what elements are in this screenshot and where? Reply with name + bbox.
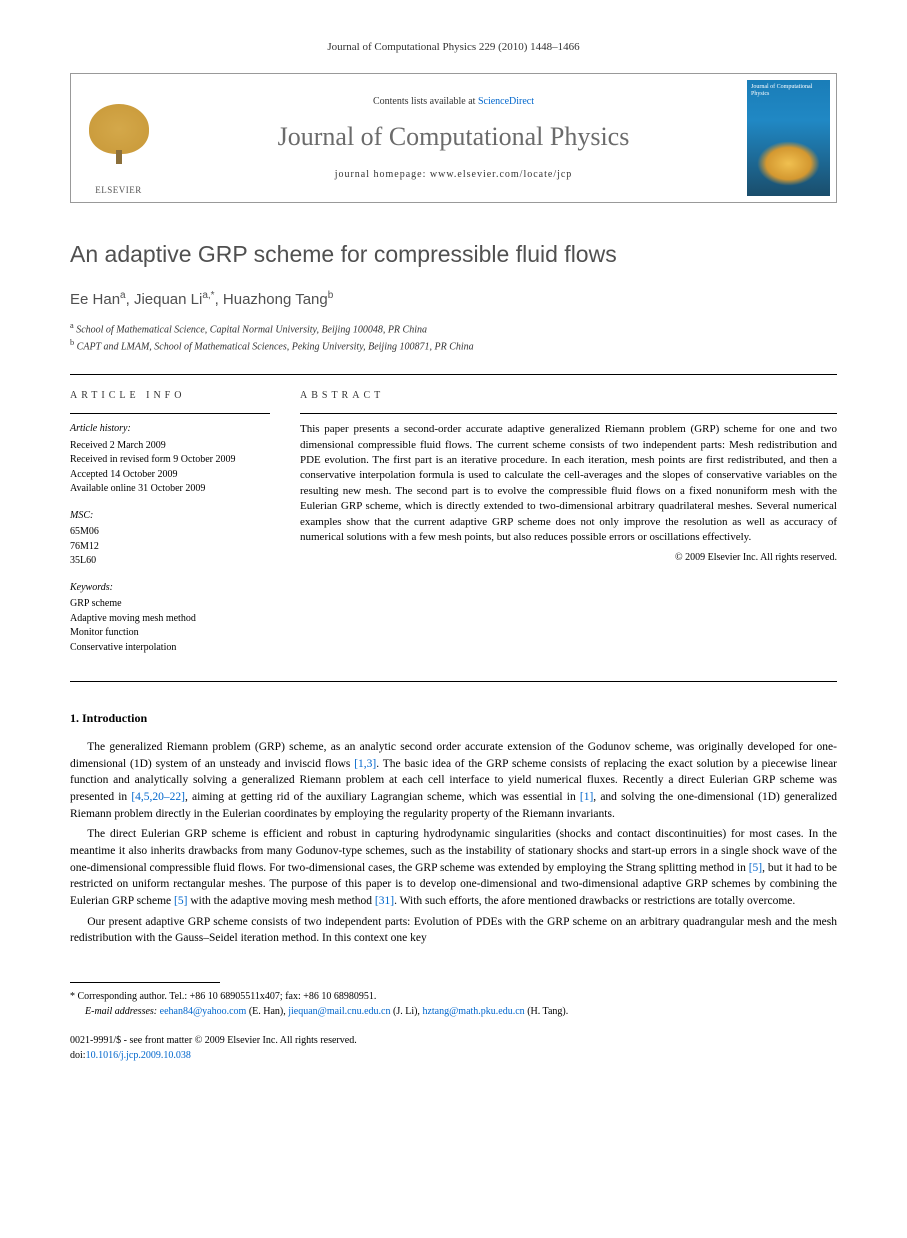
- header-citation: Journal of Computational Physics 229 (20…: [70, 40, 837, 55]
- contents-available-line: Contents lists available at ScienceDirec…: [373, 95, 534, 109]
- msc-code: 76M12: [70, 540, 270, 555]
- p2-a: The direct Eulerian GRP scheme is effici…: [70, 828, 837, 873]
- authors-line: Ee Hana, Jiequan Lia,*, Huazhong Tangb: [70, 289, 837, 310]
- ref-link-1[interactable]: [1]: [580, 791, 593, 803]
- history-label: Article history:: [70, 422, 270, 437]
- corresponding-author: * Corresponding author. Tel.: +86 10 689…: [70, 989, 837, 1004]
- email-who: (J. Li),: [390, 1006, 419, 1017]
- info-divider-1: [70, 413, 270, 414]
- keyword: Conservative interpolation: [70, 641, 270, 656]
- issn-copyright: 0021-9991/$ - see front matter © 2009 El…: [70, 1033, 837, 1048]
- cover-title: Journal of Computational Physics: [747, 80, 830, 101]
- banner-center: Contents lists available at ScienceDirec…: [166, 74, 741, 202]
- ref-link-4-22[interactable]: [4,5,20–22]: [131, 791, 185, 803]
- divider-bottom: [70, 681, 837, 682]
- email-link[interactable]: hztang@math.pku.edu.cn: [420, 1006, 525, 1017]
- abstract-divider: [300, 413, 837, 414]
- history-line: Available online 31 October 2009: [70, 482, 270, 497]
- intro-para-1: The generalized Riemann problem (GRP) sc…: [70, 739, 837, 822]
- keywords-block: Keywords: GRP schemeAdaptive moving mesh…: [70, 581, 270, 656]
- keywords-label: Keywords:: [70, 581, 270, 596]
- homepage-line: journal homepage: www.elsevier.com/locat…: [335, 168, 573, 182]
- article-title: An adaptive GRP scheme for compressible …: [70, 238, 837, 270]
- affiliation-line: a School of Mathematical Science, Capita…: [70, 320, 837, 337]
- p1-c: , aiming at getting rid of the auxiliary…: [185, 791, 580, 803]
- email-who: (H. Tang).: [525, 1006, 569, 1017]
- email-link[interactable]: eehan84@yahoo.com: [160, 1006, 247, 1017]
- footnote-divider: [70, 982, 220, 983]
- email-link[interactable]: jiequan@mail.cnu.edu.cn: [286, 1006, 391, 1017]
- abstract-heading: ABSTRACT: [300, 389, 837, 403]
- info-abstract-row: ARTICLE INFO Article history: Received 2…: [70, 375, 837, 681]
- msc-code: 35L60: [70, 554, 270, 569]
- email-label: E-mail addresses:: [70, 1006, 157, 1017]
- history-line: Received 2 March 2009: [70, 439, 270, 454]
- msc-block: MSC: 65M0676M1235L60: [70, 509, 270, 569]
- msc-code: 65M06: [70, 525, 270, 540]
- abstract-column: ABSTRACT This paper presents a second-or…: [300, 389, 837, 667]
- ref-link-1-3[interactable]: [1,3]: [354, 758, 376, 770]
- abstract-copyright: © 2009 Elsevier Inc. All rights reserved…: [300, 551, 837, 565]
- bottom-meta: 0021-9991/$ - see front matter © 2009 El…: [70, 1033, 837, 1063]
- abstract-text: This paper presents a second-order accur…: [300, 422, 837, 545]
- email-who: (E. Han),: [246, 1006, 285, 1017]
- journal-cover-thumb: Journal of Computational Physics: [741, 74, 836, 202]
- article-info-column: ARTICLE INFO Article history: Received 2…: [70, 389, 270, 667]
- ref-link-5a[interactable]: [5]: [749, 862, 762, 874]
- p2-d: . With such efforts, the afore mentioned…: [394, 895, 795, 907]
- keyword: Monitor function: [70, 626, 270, 641]
- publisher-logo-area: ELSEVIER: [71, 74, 166, 202]
- history-line: Received in revised form 9 October 2009: [70, 453, 270, 468]
- article-info-heading: ARTICLE INFO: [70, 389, 270, 403]
- journal-banner: ELSEVIER Contents lists available at Sci…: [70, 73, 837, 203]
- msc-label: MSC:: [70, 509, 270, 524]
- ref-link-31[interactable]: [31]: [375, 895, 394, 907]
- intro-para-2: The direct Eulerian GRP scheme is effici…: [70, 826, 837, 909]
- publisher-name: ELSEVIER: [95, 184, 142, 197]
- elsevier-tree-icon: [84, 104, 154, 174]
- keyword: GRP scheme: [70, 597, 270, 612]
- doi-link[interactable]: 10.1016/j.jcp.2009.10.038: [86, 1050, 191, 1061]
- ref-link-5b[interactable]: [5]: [174, 895, 187, 907]
- keyword: Adaptive moving mesh method: [70, 612, 270, 627]
- intro-para-3: Our present adaptive GRP scheme consists…: [70, 914, 837, 947]
- history-line: Accepted 14 October 2009: [70, 468, 270, 483]
- contents-prefix: Contents lists available at: [373, 96, 478, 107]
- homepage-prefix: journal homepage:: [335, 169, 430, 180]
- doi-label: doi:: [70, 1050, 86, 1061]
- affiliation-line: b CAPT and LMAM, School of Mathematical …: [70, 337, 837, 354]
- email-addresses-line: E-mail addresses: eehan84@yahoo.com (E. …: [70, 1004, 837, 1019]
- p2-c: with the adaptive moving mesh method: [187, 895, 374, 907]
- article-history-block: Article history: Received 2 March 2009Re…: [70, 422, 270, 497]
- section-1-title: 1. Introduction: [70, 710, 837, 727]
- sciencedirect-link[interactable]: ScienceDirect: [478, 96, 534, 107]
- homepage-url: www.elsevier.com/locate/jcp: [430, 169, 572, 180]
- footnotes: * Corresponding author. Tel.: +86 10 689…: [70, 989, 837, 1019]
- journal-name: Journal of Computational Physics: [278, 119, 630, 155]
- affiliations: a School of Mathematical Science, Capita…: [70, 320, 837, 355]
